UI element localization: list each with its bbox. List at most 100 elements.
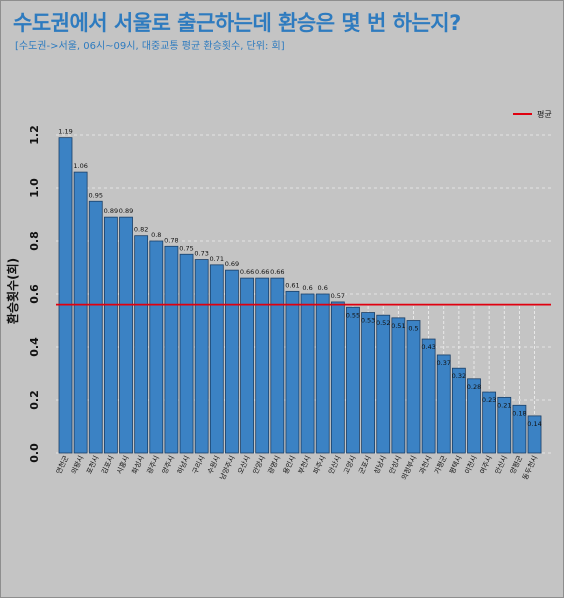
x-tick-label: 수원시 <box>205 454 221 475</box>
x-tick-label: 군포시 <box>357 454 372 475</box>
legend: 평균 <box>513 109 552 119</box>
bar <box>361 312 376 454</box>
value-label: 0.55 <box>346 311 360 319</box>
x-tick-label: 안산시 <box>326 454 342 475</box>
y-tick-label: 1.2 <box>28 125 41 145</box>
bar <box>391 317 406 454</box>
bar <box>270 277 285 454</box>
value-label: 0.5 <box>408 325 418 333</box>
bar <box>225 269 239 454</box>
x-tick-label: 여주시 <box>478 454 494 475</box>
value-label: 1.06 <box>73 162 87 170</box>
bar <box>467 378 481 454</box>
bar <box>285 290 300 454</box>
y-tick-label: 0.2 <box>28 390 41 410</box>
x-tick-label: 이천시 <box>462 454 478 475</box>
bar <box>451 367 466 454</box>
value-label: 0.32 <box>452 372 466 380</box>
x-tick-label: 시흥시 <box>115 454 131 475</box>
x-tick-label: 부천시 <box>296 454 312 475</box>
value-label: 0.28 <box>467 383 481 391</box>
value-label: 1.19 <box>58 128 72 136</box>
chart-subtitle: [수도권->서울, 06시~09시, 대중교통 평균 환승횟수, 단위: 회] <box>15 41 285 52</box>
x-tick-label: 과천시 <box>417 454 433 475</box>
bar <box>346 306 360 454</box>
value-label: 0.37 <box>437 359 451 367</box>
y-tick-label: 0.6 <box>28 284 41 304</box>
x-tick-label: 용인시 <box>281 454 297 475</box>
value-label: 0.82 <box>134 226 148 234</box>
bar <box>209 264 224 454</box>
bar <box>421 338 436 454</box>
value-label: 0.75 <box>179 244 193 252</box>
bar <box>436 354 451 454</box>
x-tick-label: 가평군 <box>432 454 449 476</box>
x-tick-label: 성남시 <box>372 454 388 475</box>
value-label: 0.23 <box>482 396 496 404</box>
bar <box>58 137 73 454</box>
y-axis-ticks: 0.0 0.2 0.4 0.6 0.8 1.0 1.2 <box>28 125 41 463</box>
bar <box>119 216 133 454</box>
value-label: 0.53 <box>361 317 375 325</box>
value-label: 0.61 <box>285 281 299 289</box>
bar <box>103 216 118 454</box>
x-tick-label: 연천군 <box>54 454 71 476</box>
bar <box>73 171 88 454</box>
x-tick-label: 안산시 <box>493 454 509 475</box>
x-tick-label: 평택시 <box>447 454 463 475</box>
x-tick-label: 양평군 <box>508 454 525 476</box>
bar <box>194 259 209 454</box>
bar <box>512 404 527 454</box>
value-label: 0.57 <box>331 292 345 300</box>
x-tick-label: 의왕시 <box>69 454 85 475</box>
y-tick-label: 0.0 <box>28 443 41 463</box>
y-tick-label: 0.8 <box>28 231 41 251</box>
y-axis-label: 환승횟수(회) <box>5 258 20 324</box>
value-label: 0.52 <box>376 319 390 327</box>
value-label: 0.14 <box>527 420 541 428</box>
value-label: 0.71 <box>210 255 224 263</box>
bar <box>482 391 497 454</box>
value-label: 0.69 <box>225 260 239 268</box>
bar <box>406 320 421 454</box>
x-tick-label: 안성시 <box>387 454 403 475</box>
bar <box>240 277 254 454</box>
bars <box>58 137 542 454</box>
y-tick-label: 1.0 <box>28 178 41 198</box>
bar <box>300 293 315 454</box>
value-label: 0.66 <box>270 268 284 276</box>
value-label: 0.66 <box>240 268 254 276</box>
bar <box>179 253 194 454</box>
x-tick-label: 파주시 <box>311 454 327 475</box>
value-label: 0.6 <box>302 284 312 292</box>
value-label: 0.89 <box>119 207 133 215</box>
value-label: 0.95 <box>89 191 103 199</box>
bar <box>376 314 391 454</box>
value-label: 0.43 <box>421 343 435 351</box>
bar <box>255 277 270 454</box>
x-tick-label: 김포시 <box>100 454 115 475</box>
value-label: 0.66 <box>255 268 269 276</box>
legend-average-label: 평균 <box>537 109 552 119</box>
x-tick-label: 광명시 <box>266 454 282 475</box>
value-label: 0.51 <box>391 322 405 330</box>
x-tick-label: 하남시 <box>175 454 191 475</box>
value-label: 0.73 <box>194 250 208 258</box>
bar <box>164 245 179 454</box>
x-tick-label: 광주시 <box>146 454 161 475</box>
bar <box>149 240 164 454</box>
value-label: 0.21 <box>497 401 511 409</box>
x-tick-label: 화성시 <box>130 454 146 475</box>
x-tick-label: 오산시 <box>236 454 252 475</box>
value-label: 0.89 <box>104 207 118 215</box>
x-tick-label: 양주시 <box>161 454 176 475</box>
x-tick-label: 안양시 <box>251 454 267 475</box>
value-label: 0.6 <box>318 284 328 292</box>
x-tick-label: 포천시 <box>84 454 100 475</box>
value-label: 0.78 <box>164 236 178 244</box>
bar <box>527 415 542 454</box>
value-label: 0.18 <box>512 409 526 417</box>
bar <box>134 235 149 454</box>
